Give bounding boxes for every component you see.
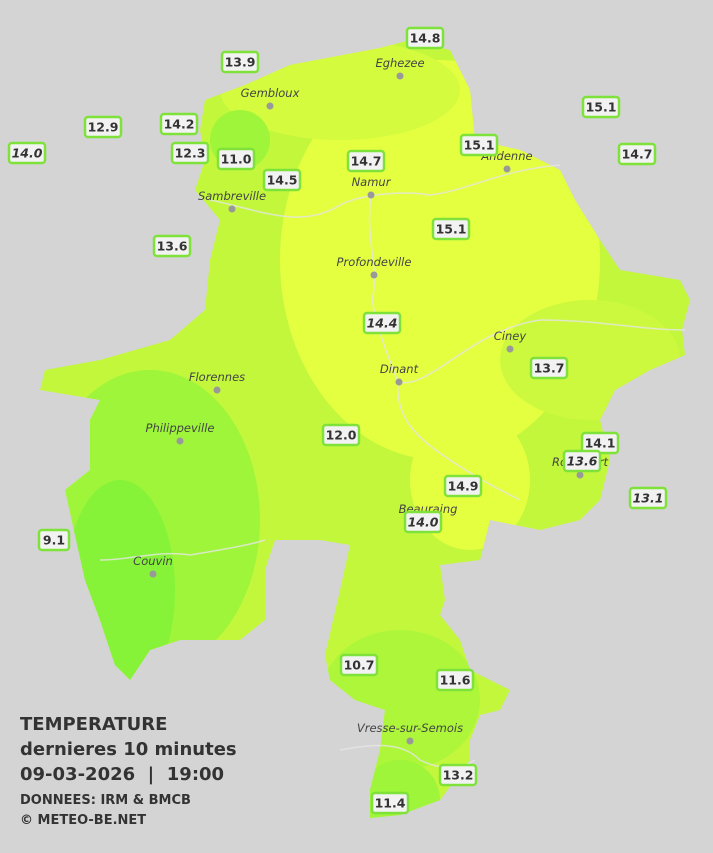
city-label: Profondeville (337, 255, 412, 269)
station-box (83, 115, 123, 139)
station-box (435, 668, 475, 692)
station-value: 11.0 (221, 152, 252, 167)
city-label: Eghezee (375, 56, 424, 70)
station-box (581, 95, 621, 119)
station-value: 14.0 (12, 146, 43, 161)
city-label: Gembloux (241, 86, 300, 100)
city-dot (266, 102, 274, 110)
city-label: Vresse-sur-Semois (357, 721, 463, 735)
station-box (438, 763, 478, 787)
station-box (403, 510, 443, 534)
station-box (216, 147, 256, 171)
city-dot (503, 165, 511, 173)
station-value: 10.7 (344, 658, 375, 673)
station-value: 11.4 (375, 796, 406, 811)
city-dot (406, 737, 414, 745)
station-value: 14.0 (408, 515, 439, 530)
city-label: Namur (352, 175, 392, 189)
station-value: 12.3 (175, 146, 206, 161)
legend-source: DONNEES: IRM & BMCB (20, 793, 191, 808)
station-value: 13.2 (443, 768, 474, 783)
city-dot (176, 437, 184, 445)
station-value: 14.5 (267, 173, 298, 188)
city-dot (396, 72, 404, 80)
station-value: 12.9 (88, 120, 119, 135)
station-box (37, 528, 71, 552)
station-box (617, 142, 657, 166)
station-box (529, 356, 569, 380)
station-value: 12.0 (326, 428, 357, 443)
station-box (405, 26, 445, 50)
station-box (262, 168, 302, 192)
station-value: 14.8 (410, 31, 441, 46)
legend-datetime: 09-03-2026 | 19:00 (20, 764, 224, 785)
city-label: Sambreville (198, 189, 266, 203)
station-box (628, 486, 668, 510)
station-value: 13.9 (225, 55, 256, 70)
station-box (370, 791, 410, 815)
legend-copyright: © METEO-BE.NET (20, 813, 146, 828)
station-box (459, 133, 499, 157)
station-value: 14.4 (367, 316, 398, 331)
city-dot (149, 570, 157, 578)
station-value: 15.1 (436, 222, 467, 237)
city-dot (576, 471, 584, 479)
station-box (443, 474, 483, 498)
city-label: Ciney (494, 329, 527, 343)
station-box (170, 141, 210, 165)
city-dot (367, 191, 375, 199)
station-box (346, 149, 386, 173)
station-value: 13.1 (633, 491, 664, 506)
city-dot (213, 386, 221, 394)
station-box (431, 217, 471, 241)
station-value: 14.9 (448, 479, 479, 494)
station-value: 13.6 (157, 239, 188, 254)
city-dot (370, 271, 378, 279)
city-label: Couvin (133, 554, 173, 568)
station-value: 14.7 (622, 147, 653, 162)
station-box (152, 234, 192, 258)
city-dot (395, 378, 403, 386)
city-dot (228, 205, 236, 213)
station-box (362, 311, 402, 335)
station-box (7, 141, 47, 165)
legend-subtitle: dernieres 10 minutes (20, 739, 237, 760)
station-box (321, 423, 361, 447)
station-value: 13.6 (567, 454, 598, 469)
station-box (220, 50, 260, 74)
station-value: 14.1 (585, 436, 616, 451)
city-dot (506, 345, 514, 353)
station-value: 14.7 (351, 154, 382, 169)
legend-title: TEMPERATURE (20, 714, 167, 735)
station-value: 13.7 (534, 361, 565, 376)
station-box (159, 112, 199, 136)
city-label: Dinant (380, 362, 419, 376)
station-box (562, 449, 602, 473)
station-value: 15.1 (464, 138, 495, 153)
city-label: Florennes (189, 370, 245, 384)
city-label: Philippeville (146, 421, 215, 435)
station-box (339, 653, 379, 677)
station-value: 11.6 (440, 673, 471, 688)
station-value: 14.2 (164, 117, 195, 132)
station-value: 15.1 (586, 100, 617, 115)
station-value: 9.1 (43, 533, 65, 548)
